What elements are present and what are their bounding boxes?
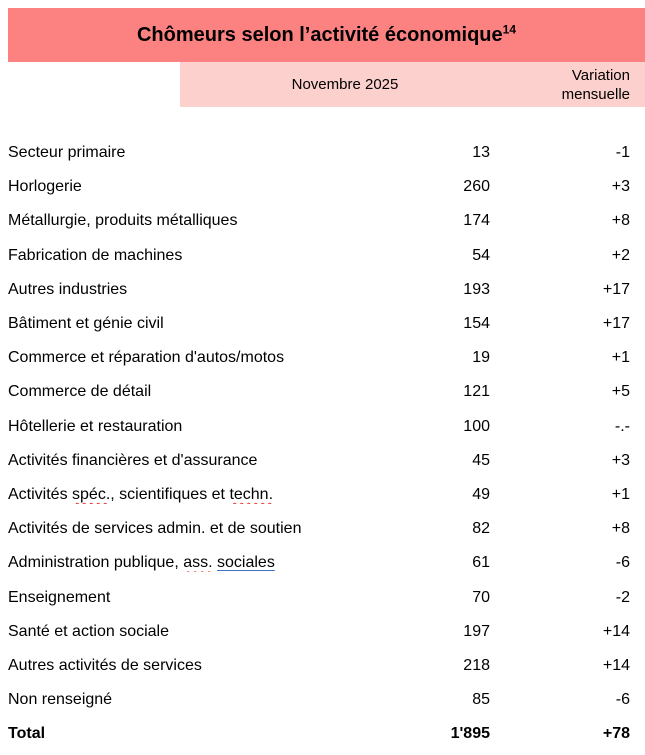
count-value: 174: [463, 212, 490, 230]
column-header-variation-line2: mensuelle: [561, 85, 630, 103]
table-row: Total 1'895 +78: [0, 717, 645, 751]
count-value: 13: [472, 144, 490, 162]
count-value: 70: [472, 588, 490, 606]
title-footnote-superscript: 14: [502, 21, 516, 36]
title-band: Chômeurs selon l’activité économique14: [8, 8, 645, 62]
table-row: Autres industries 193 +17: [0, 273, 645, 307]
activity-label: Secteur primaire: [8, 144, 126, 162]
table-row: Fabrication de machines 54 +2: [0, 239, 645, 273]
monthly-variation-value: +3: [611, 451, 630, 469]
count-value: 85: [472, 691, 490, 709]
count-value: 54: [472, 246, 490, 264]
monthly-variation-value: +14: [602, 656, 630, 674]
monthly-variation-value: -6: [615, 691, 630, 709]
table-row: Activités financières et d'assurance 45 +3: [0, 444, 645, 478]
monthly-variation-value: +3: [611, 178, 630, 196]
activity-label: Bâtiment et génie civil: [8, 315, 164, 333]
count-value: 61: [472, 554, 490, 572]
activity-label: Administration publique, ass. sociales: [8, 554, 275, 572]
count-value: 260: [463, 178, 490, 196]
monthly-variation-value: -.-: [614, 417, 630, 435]
activity-label: Santé et action sociale: [8, 622, 169, 640]
monthly-variation-value: -6: [615, 554, 630, 572]
count-value: 218: [463, 656, 490, 674]
table-row: Métallurgie, produits métalliques 174 +8: [0, 204, 645, 238]
count-value: 49: [472, 485, 490, 503]
spellcheck-underlined-word: ass.: [183, 554, 213, 572]
table-row: Administration publique, ass. sociales 61…: [0, 546, 645, 580]
count-value: 1'895: [450, 725, 490, 743]
spellcheck-underlined-word: spéc.: [72, 485, 111, 503]
activity-label: Activités financières et d'assurance: [8, 451, 258, 469]
monthly-variation-value: +1: [611, 349, 630, 367]
count-value: 100: [463, 417, 490, 435]
table-row: Bâtiment et génie civil 154 +17: [0, 307, 645, 341]
monthly-variation-value: +14: [602, 622, 630, 640]
activity-label: Commerce de détail: [8, 383, 152, 401]
table-row: Activités spéc., scientifiques et techn.…: [0, 478, 645, 512]
table-row: Activités de services admin. et de souti…: [0, 512, 645, 546]
monthly-variation-value: +5: [611, 383, 630, 401]
monthly-variation-value: +1: [611, 485, 630, 503]
activity-label: Autres industries: [8, 280, 128, 298]
spellcheck-underlined-word: techn.: [229, 485, 274, 503]
monthly-variation-value: +8: [611, 212, 630, 230]
count-value: 197: [463, 622, 490, 640]
activity-label: Non renseigné: [8, 691, 113, 709]
column-header-band: Novembre 2025 Variation mensuelle: [180, 62, 645, 107]
monthly-variation-value: +8: [611, 520, 630, 538]
page-title-text: Chômeurs selon l’activité économique: [136, 23, 503, 46]
table-row: Autres activités de services 218 +14: [0, 649, 645, 683]
count-value: 45: [472, 451, 490, 469]
activity-label: Activités de services admin. et de souti…: [8, 520, 302, 538]
monthly-variation-value: +2: [611, 246, 630, 264]
activity-label: Horlogerie: [8, 178, 82, 196]
monthly-variation-value: +17: [602, 280, 630, 298]
activity-label: Fabrication de machines: [8, 246, 183, 264]
activity-label: Enseignement: [8, 588, 111, 606]
table-row: Commerce et réparation d'autos/motos 19 +1: [0, 341, 645, 375]
activity-label: Total: [8, 725, 46, 743]
count-value: 193: [463, 280, 490, 298]
count-value: 121: [463, 383, 490, 401]
activity-label: Autres activités de services: [8, 656, 202, 674]
monthly-variation-value: +17: [602, 315, 630, 333]
table-row: Santé et action sociale 197 +14: [0, 615, 645, 649]
monthly-variation-value: -1: [615, 144, 630, 162]
page-title: Chômeurs selon l’activité économique14: [136, 21, 516, 47]
monthly-variation-value: -2: [615, 588, 630, 606]
column-header-variation: Variation mensuelle: [510, 62, 645, 107]
activity-label: Activités spéc., scientifiques et techn.: [8, 485, 274, 503]
activity-label: Hôtellerie et restauration: [8, 417, 183, 435]
table-row: Enseignement 70 -2: [0, 580, 645, 614]
table-row: Horlogerie 260 +3: [0, 170, 645, 204]
grammar-underlined-word: sociales: [217, 554, 275, 572]
table-row: Commerce de détail 121 +5: [0, 375, 645, 409]
table-row: Non renseigné 85 -6: [0, 683, 645, 717]
count-value: 154: [463, 315, 490, 333]
count-value: 19: [472, 349, 490, 367]
monthly-variation-value: +78: [602, 725, 630, 743]
count-value: 82: [472, 520, 490, 538]
column-header-period: Novembre 2025: [291, 76, 399, 93]
activity-label: Métallurgie, produits métalliques: [8, 212, 238, 230]
table-row: Secteur primaire 13 -1: [0, 136, 645, 170]
column-header-variation-line1: Variation: [571, 66, 630, 84]
activity-table: Secteur primaire 13 -1 Horlogerie 260 +3 Métal…: [0, 136, 645, 751]
activity-label: Commerce et réparation d'autos/motos: [8, 349, 285, 367]
table-row: Hôtellerie et restauration 100 -.-: [0, 410, 645, 444]
